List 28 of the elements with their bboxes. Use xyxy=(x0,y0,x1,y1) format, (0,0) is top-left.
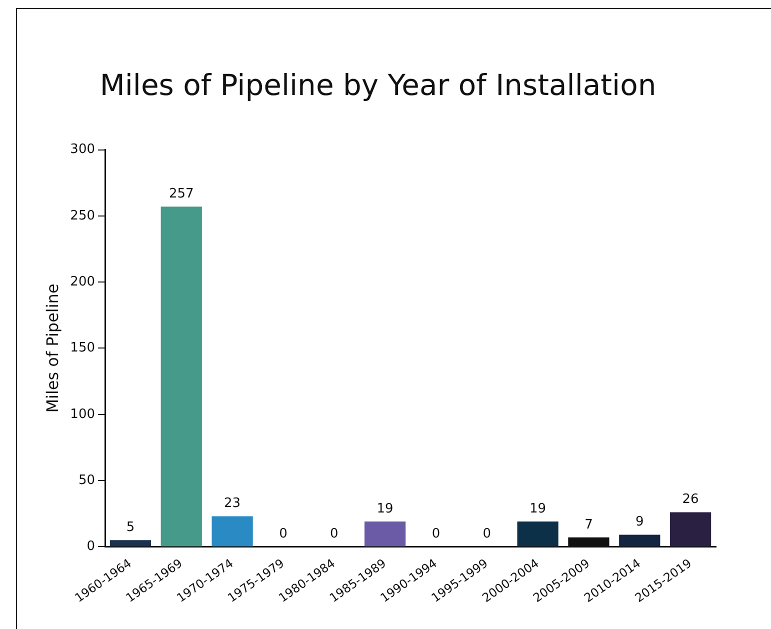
bar xyxy=(212,516,253,546)
bar xyxy=(110,540,152,546)
y-tick-label: 150 xyxy=(70,340,96,356)
data-label: 0 xyxy=(482,526,492,542)
y-tick-label: 200 xyxy=(70,274,96,290)
bar xyxy=(160,206,202,546)
y-tick-label: 100 xyxy=(70,406,96,422)
bar xyxy=(670,512,712,546)
chart-title: Miles of Pipeline by Year of Installation xyxy=(100,68,656,102)
y-tick-label: 0 xyxy=(86,539,96,554)
data-label: 5 xyxy=(126,520,135,535)
y-tick-label: 50 xyxy=(78,472,96,488)
data-label: 0 xyxy=(330,526,338,542)
bar xyxy=(619,534,660,546)
y-axis-title: Miles of Pipeline xyxy=(42,284,62,413)
data-label: 7 xyxy=(584,517,593,532)
bar xyxy=(364,522,406,546)
data-label: 26 xyxy=(682,492,699,508)
data-label: 257 xyxy=(168,186,194,202)
data-label: 23 xyxy=(224,496,241,512)
data-label: 19 xyxy=(530,501,546,516)
data-label: 0 xyxy=(279,526,288,542)
data-label: 19 xyxy=(376,501,394,516)
data-label: 9 xyxy=(635,514,644,530)
data-label: 0 xyxy=(432,526,440,542)
y-tick-label: 300 xyxy=(70,142,96,158)
bar xyxy=(517,522,558,546)
y-tick-label: 250 xyxy=(70,208,96,224)
